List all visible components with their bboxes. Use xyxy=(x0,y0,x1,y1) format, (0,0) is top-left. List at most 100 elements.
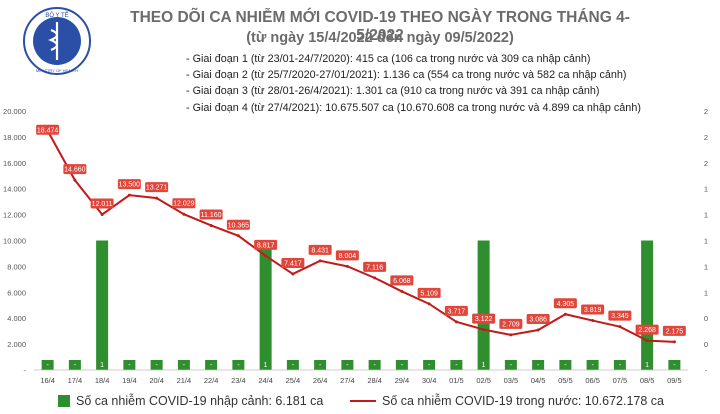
right-axis-tick-label: 1 xyxy=(704,237,708,246)
phase-notes: - Giai đoạn 1 (từ 23/01-24/7/2020): 415 … xyxy=(186,51,641,116)
bar xyxy=(341,360,354,370)
bar xyxy=(205,360,218,370)
line-point-label: 11.160 xyxy=(201,212,222,219)
left-axis-tick-label: 2.000 xyxy=(7,340,26,349)
line-point-label-bg xyxy=(363,261,387,272)
line-point xyxy=(264,254,268,258)
bar-value-label: - xyxy=(564,362,567,369)
bar-value-label: - xyxy=(210,362,213,369)
line-point xyxy=(345,264,349,268)
bar xyxy=(477,240,490,370)
x-axis-tick-label: 25/4 xyxy=(286,376,301,385)
x-axis-tick-label: 26/4 xyxy=(313,376,328,385)
x-axis-tick-label: 01/5 xyxy=(449,376,464,385)
chart-subtitle: (từ ngày 15/4/2022 đến ngày 09/5/2022) xyxy=(246,30,514,46)
line-point-label-bg xyxy=(499,318,523,329)
x-axis-tick-label: 04/5 xyxy=(531,376,546,385)
line-point xyxy=(400,289,404,293)
phase-note: - Giai đoạn 4 (từ 27/4/2021): 10.675.507… xyxy=(186,101,641,114)
x-axis-tick-label: 27/4 xyxy=(340,376,355,385)
right-axis-tick-label: 1 xyxy=(704,211,708,220)
x-axis-tick-label: 21/4 xyxy=(177,376,192,385)
x-axis-tick-label: 22/4 xyxy=(204,376,219,385)
line-point xyxy=(318,259,322,263)
x-axis-tick-label: 30/4 xyxy=(422,376,437,385)
bar-value-label: 1 xyxy=(264,362,268,369)
line-point-label: 8.817 xyxy=(257,242,275,249)
x-axis-tick-label: 05/5 xyxy=(558,376,573,385)
line-point xyxy=(509,333,513,337)
phase-note: - Giai đoạn 2 (từ 25/7/2020-27/01/2021):… xyxy=(186,69,627,82)
line-point-label: 18.474 xyxy=(37,127,59,134)
line-point-label: 2.709 xyxy=(502,321,520,328)
line-point-label: 13.271 xyxy=(146,185,168,192)
line-point-label: 8.004 xyxy=(339,253,357,260)
line-point-label: 2.175 xyxy=(666,328,684,335)
bar-value-label: - xyxy=(183,362,186,369)
bar-value-label: - xyxy=(346,362,349,369)
line-point-label-bg xyxy=(63,164,87,175)
right-axis-tick-label: 2 xyxy=(704,159,708,168)
x-axis-tick-label: 19/4 xyxy=(122,376,137,385)
bar-value-label: - xyxy=(455,362,458,369)
line-point-label: 12.029 xyxy=(173,201,195,208)
right-axis-tick-label: 0 xyxy=(704,340,708,349)
line-point-label: 8.431 xyxy=(311,247,329,254)
bar xyxy=(613,360,626,370)
line-point-label-bg xyxy=(553,298,577,309)
line-point xyxy=(454,320,458,324)
line-point-label: 7.116 xyxy=(366,264,383,271)
line-point-label-bg xyxy=(335,250,359,261)
line-point-label: 3.086 xyxy=(529,317,547,324)
line-point xyxy=(155,196,159,200)
line-point-label: 14.660 xyxy=(64,167,86,174)
bar xyxy=(641,240,654,370)
line-point-label-bg xyxy=(662,325,686,336)
line-point xyxy=(236,234,240,238)
line-point-label-bg xyxy=(226,219,250,230)
line-point-label: 12.011 xyxy=(92,201,113,208)
line-point-label: 4.305 xyxy=(557,301,575,308)
x-axis-tick-label: 03/5 xyxy=(504,376,519,385)
bar xyxy=(68,360,81,370)
bar xyxy=(41,360,54,370)
line-point-label: 3.819 xyxy=(584,307,602,314)
x-axis-tick-label: 02/5 xyxy=(476,376,491,385)
bar xyxy=(395,360,408,370)
legend-line-swatch xyxy=(350,400,376,402)
line-point-label: 2.268 xyxy=(638,327,656,334)
bar xyxy=(559,360,572,370)
x-axis-tick-label: 29/4 xyxy=(395,376,410,385)
line-point xyxy=(182,212,186,216)
line-point-label-bg xyxy=(608,310,632,321)
ministry-logo: BỘ Y TẾ MINISTRY OF HEALTH xyxy=(23,7,91,75)
left-axis-tick-label: 6.000 xyxy=(7,288,26,297)
bar xyxy=(450,360,463,370)
line-point xyxy=(618,325,622,329)
x-axis-tick-label: 07/5 xyxy=(613,376,628,385)
bar-value-label: - xyxy=(373,362,376,369)
line-point-label: 5.109 xyxy=(420,290,438,297)
legend-bar-swatch xyxy=(58,395,70,407)
left-axis-tick-label: 18.000 xyxy=(3,133,26,142)
logo-text-top: BỘ Y TẾ xyxy=(45,12,68,19)
x-axis-tick-label: 08/5 xyxy=(640,376,655,385)
left-axis-tick-label: 10.000 xyxy=(3,237,26,246)
line-point-label-bg xyxy=(117,179,141,190)
legend-label-domestic: Số ca nhiễm COVID-19 trong nước: 10.672.… xyxy=(382,394,664,408)
line-point-label: 13.500 xyxy=(119,182,141,189)
line-point-label-bg xyxy=(390,275,414,286)
line-point xyxy=(645,339,649,343)
bar xyxy=(314,360,327,370)
left-axis-tick-label: 16.000 xyxy=(3,159,26,168)
bar-value-label: - xyxy=(155,362,158,369)
phase-note: - Giai đoạn 3 (từ 28/01-26/4/2021): 1.30… xyxy=(186,85,600,98)
right-axis-tick-label: 1 xyxy=(704,288,708,297)
x-axis-tick-label: 24/4 xyxy=(258,376,273,385)
caduceus-icon xyxy=(48,22,59,60)
line-point xyxy=(291,272,295,276)
line-point-label-bg xyxy=(172,198,196,209)
line-point-label: 3.345 xyxy=(611,313,629,320)
x-axis-tick-label: 20/4 xyxy=(149,376,164,385)
bar-value-label: - xyxy=(46,362,49,369)
